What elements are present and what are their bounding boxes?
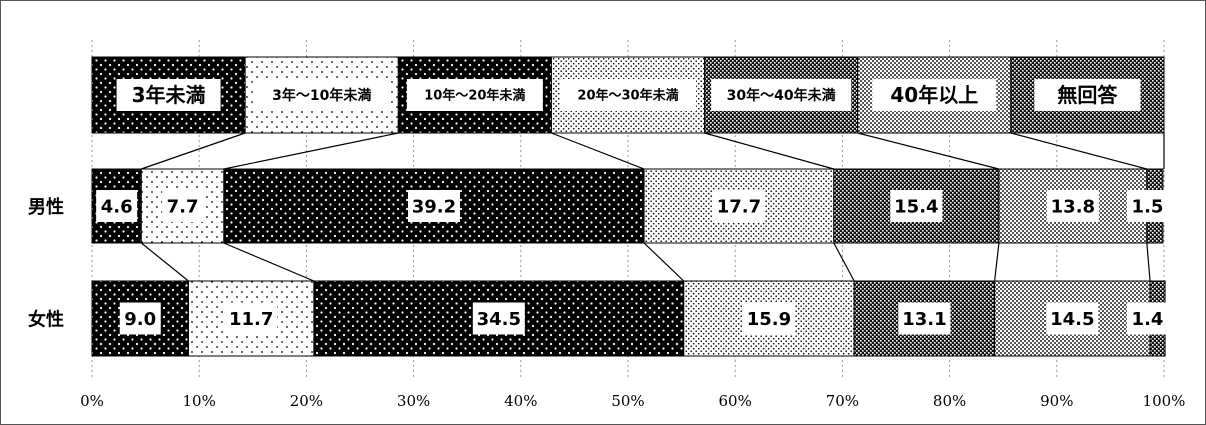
legend-label: 10年～20年未満 — [424, 88, 525, 104]
value-label: 17.7 — [717, 196, 761, 217]
value-label-bg — [1046, 302, 1099, 335]
value-label: 15.4 — [894, 196, 938, 217]
value-label: 15.9 — [747, 309, 791, 330]
value-label: 7.7 — [167, 196, 199, 217]
x-tick-label: 40% — [504, 392, 537, 410]
connector-lines — [140, 132, 1165, 282]
x-tick-label: 30% — [397, 392, 430, 410]
legend-label: 40年以上 — [890, 83, 978, 107]
connector-line — [857, 132, 1000, 170]
legend-label: 3年未満 — [132, 83, 206, 107]
row-label: 男性 — [28, 196, 64, 218]
connector-line — [551, 132, 645, 170]
value-label-bg — [407, 190, 460, 222]
value-label: 9.0 — [124, 309, 156, 330]
row-label: 女性 — [28, 309, 64, 331]
connector-line — [1146, 242, 1151, 282]
value-label: 1.5 — [1132, 196, 1164, 217]
value-label-bg — [742, 302, 795, 335]
connector-line — [994, 242, 1000, 282]
value-label-bg — [96, 190, 138, 222]
connector-line — [223, 242, 315, 282]
legend-label-bg — [406, 79, 543, 111]
legend-label-bg — [560, 79, 696, 111]
value-label-bg — [119, 302, 161, 335]
x-tick-label: 20% — [290, 392, 323, 410]
value-label-bg — [1046, 190, 1099, 222]
x-tick-label: 70% — [826, 392, 859, 410]
connector-line — [1010, 132, 1148, 170]
value-label: 39.2 — [412, 196, 456, 217]
legend-label: 30年～40年未満 — [727, 87, 836, 104]
value-label: 4.6 — [101, 196, 133, 217]
legend-label: 20年～30年未満 — [577, 88, 678, 104]
value-label-bg — [162, 190, 204, 222]
legend-label: 3年～10年未満 — [272, 87, 371, 104]
value-label: 11.7 — [229, 309, 273, 330]
legend: 3年未満 3年～10年未満 10年～20年未満 20年～30年未満 30年～40年未満 4… — [91, 56, 1165, 134]
legend-label-bg — [711, 79, 852, 111]
value-label-bg — [472, 302, 525, 335]
labels: 男性 4.6 7.7 39.2 17.7 15.4 13.8 1.5 女性 9.0 11.7 34.5… — [28, 190, 1168, 335]
x-tick-label: 80% — [933, 392, 966, 410]
legend-label-bg — [872, 79, 997, 111]
legend-label-bg — [1034, 79, 1141, 111]
value-label-bg — [898, 302, 951, 335]
x-tick-label: 10% — [183, 392, 216, 410]
value-label-bg — [1127, 190, 1168, 222]
legend-label: 無回答 — [1057, 83, 1118, 107]
value-label: 13.8 — [1051, 196, 1095, 217]
value-label: 34.5 — [477, 309, 521, 330]
connector-line — [704, 132, 834, 170]
x-tick-label: 100% — [1143, 392, 1186, 410]
value-label-bg — [1127, 302, 1168, 335]
legend-label-bg — [252, 79, 391, 111]
x-tick-label: 0% — [80, 392, 104, 410]
connector-line — [141, 132, 246, 170]
x-tick-label: 60% — [719, 392, 752, 410]
x-tick-label: 90% — [1040, 392, 1073, 410]
value-label-bg — [712, 190, 765, 222]
value-label-bg — [225, 302, 278, 335]
legend-label-bg — [116, 79, 221, 111]
value-label: 1.4 — [1132, 309, 1164, 330]
connector-line — [833, 242, 855, 282]
connector-line — [643, 242, 685, 282]
x-tick-label: 50% — [611, 392, 644, 410]
connector-line — [140, 242, 189, 282]
x-axis: 0% 10% 20% 30% 40% 50% 60% 70% 80% 90% 100% — [80, 392, 1185, 410]
value-label: 14.5 — [1050, 309, 1094, 330]
value-label: 13.1 — [902, 309, 946, 330]
value-label-bg — [890, 190, 943, 222]
connector-line — [223, 132, 399, 170]
